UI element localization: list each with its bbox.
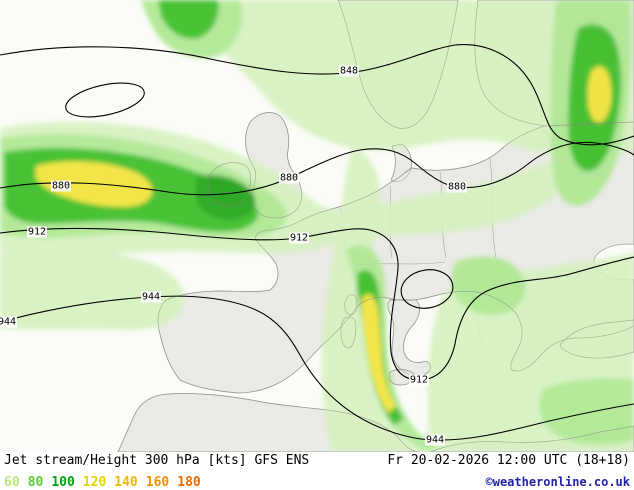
credit-link[interactable]: ©weatheronline.co.uk [485,475,631,489]
legend-value: 180 [177,475,201,490]
contour-848 [0,44,634,146]
contour-closed-low-adriatic [400,269,454,309]
legend: 60 80 100 120 140 160 180 [4,471,209,490]
legend-value: 100 [51,475,75,490]
contour-label: 912 [26,226,48,238]
contour-label: 848 [338,65,360,77]
contour-label: 944 [0,316,18,328]
shading-100kts-dark-core [194,174,256,220]
legend-value: 140 [114,475,138,490]
footer: Jet stream/Height 300 hPa [kts] GFS ENS … [0,452,634,490]
contour-880 [0,141,634,196]
map-datetime: Fr 20-02-2026 12:00 UTC (18+18) [387,453,630,468]
legend-value: 160 [145,475,170,490]
contour-label: 912 [288,232,310,244]
contour-label: 944 [140,291,162,303]
jet-shading-layer [0,0,634,452]
legend-value: 120 [82,475,107,490]
weather-map-svg [0,0,634,452]
legend-value: 60 [4,475,20,490]
footer-row-1: Jet stream/Height 300 hPa [kts] GFS ENS … [4,453,630,471]
contour-label: 912 [408,374,430,386]
map-title: Jet stream/Height 300 hPa [kts] GFS ENS [4,453,310,468]
contour-label: 944 [424,434,446,446]
contour-label: 880 [50,180,72,192]
footer-row-2: 60 80 100 120 140 160 180 ©weatheronline.co.uk [4,471,631,490]
contour-label: 880 [446,181,468,193]
contour-label: 880 [278,172,300,184]
contour-closed-high-atlantic [65,82,145,118]
legend-value: 80 [27,475,44,490]
contour-912 [0,227,634,381]
map-area: 848 880 880 880 912 912 912 944 944 944 [0,0,634,452]
